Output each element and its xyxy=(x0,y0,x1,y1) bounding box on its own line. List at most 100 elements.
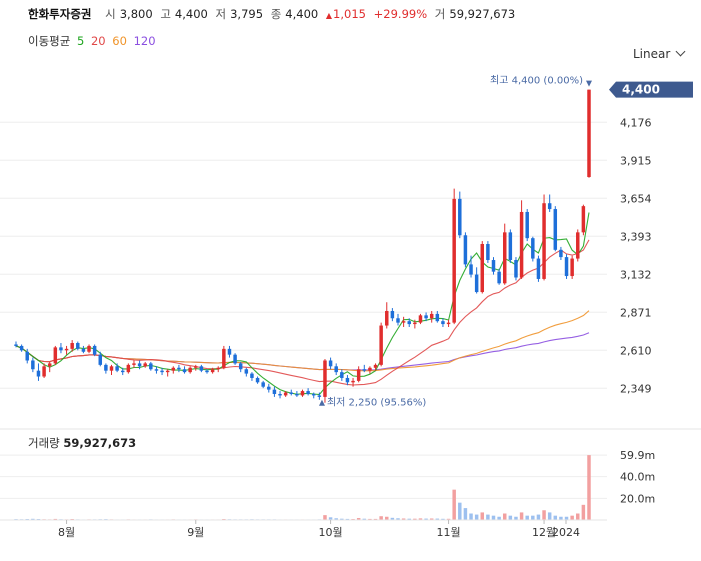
candle xyxy=(407,318,411,327)
candle xyxy=(340,369,344,381)
candle-body xyxy=(53,347,58,364)
candle xyxy=(306,388,310,396)
candle-body xyxy=(536,258,541,279)
candle-body xyxy=(345,377,350,383)
candle xyxy=(328,357,333,370)
candle-body xyxy=(267,386,271,390)
candle xyxy=(480,241,485,294)
x-tick-label: 11월 xyxy=(436,526,460,539)
volume-bar xyxy=(390,517,395,520)
candle-body xyxy=(323,360,327,397)
volume-value: 59,927,673 xyxy=(449,7,516,21)
volume-bar xyxy=(323,515,327,520)
candle xyxy=(368,366,372,374)
candle xyxy=(59,343,63,354)
candle xyxy=(255,376,260,384)
candle-body xyxy=(356,369,361,381)
candle-body xyxy=(317,395,322,397)
candle-body xyxy=(289,392,294,394)
candle xyxy=(132,360,136,368)
candle xyxy=(42,363,46,378)
candle-body xyxy=(210,369,215,373)
candle xyxy=(160,367,164,376)
volume-bar xyxy=(519,512,524,520)
x-tick-label: 10월 xyxy=(319,526,343,539)
candle xyxy=(525,209,529,242)
candle xyxy=(300,389,305,397)
volume-bar xyxy=(486,514,490,520)
scale-select[interactable]: Linear xyxy=(633,46,686,61)
candle xyxy=(385,302,389,329)
volume-bar xyxy=(536,514,541,520)
candle-body xyxy=(418,315,423,323)
candle-body xyxy=(379,325,383,365)
volume-bar xyxy=(418,518,423,520)
candle-body xyxy=(547,203,552,210)
candle-body xyxy=(238,363,243,370)
volume-bar xyxy=(334,518,338,520)
volume-bar xyxy=(570,515,574,520)
candle xyxy=(104,363,108,374)
candle-body xyxy=(126,364,131,373)
volume-tick-label: 40.0m xyxy=(620,471,655,484)
candle xyxy=(171,366,176,374)
candle xyxy=(452,188,456,325)
high-value: 4,400 xyxy=(174,7,208,21)
candle-body xyxy=(14,344,18,346)
candle-body xyxy=(70,343,74,349)
high-label: 고 xyxy=(160,7,171,21)
change-arrow-icon: ▲ xyxy=(325,11,333,20)
candle-body xyxy=(587,89,591,178)
candle xyxy=(362,364,367,373)
candle-body xyxy=(188,367,192,373)
volume-bar xyxy=(508,515,513,520)
volume-bar xyxy=(525,515,529,520)
volume-bar xyxy=(368,518,372,520)
candle-body xyxy=(570,258,574,277)
candle xyxy=(177,364,181,373)
volume-bar xyxy=(328,517,333,520)
current-price-label: 4,400 xyxy=(622,83,660,97)
candle xyxy=(514,257,518,281)
candle-body xyxy=(194,366,198,368)
volume-bar xyxy=(373,518,378,520)
candle xyxy=(474,267,479,294)
candle xyxy=(547,194,552,212)
y-tick-label: 2,349 xyxy=(620,382,652,395)
candle-body xyxy=(519,211,524,278)
candle xyxy=(233,353,237,365)
candle-body xyxy=(165,370,170,373)
volume-bar xyxy=(531,515,535,520)
candle xyxy=(109,364,114,376)
open-value: 3,800 xyxy=(119,7,153,21)
volume-bar xyxy=(452,489,456,520)
candle-body xyxy=(508,232,513,261)
candle xyxy=(317,392,322,400)
candle-body xyxy=(424,315,428,319)
volume-bar xyxy=(396,518,400,520)
candle xyxy=(70,340,74,352)
candle-body xyxy=(413,322,417,325)
candle-body xyxy=(553,209,558,250)
candle xyxy=(502,223,507,285)
candle-body xyxy=(160,370,164,373)
candle xyxy=(199,364,204,373)
volume-tick-label: 20.0m xyxy=(620,492,655,505)
candle-body xyxy=(306,391,310,394)
candle xyxy=(334,363,338,376)
y-tick-label: 3,132 xyxy=(620,268,652,281)
candle xyxy=(182,366,187,374)
candle xyxy=(564,254,569,279)
candle xyxy=(216,366,220,373)
candle xyxy=(98,351,103,367)
volume-bar xyxy=(31,518,35,520)
candle xyxy=(154,366,159,374)
ma-20-label: 20 xyxy=(90,34,106,48)
candle xyxy=(570,255,574,279)
candle xyxy=(14,341,18,348)
moving-average-legend[interactable]: 이동평균 5 20 60 120 xyxy=(28,33,159,49)
volume-title-value: 59,927,673 xyxy=(63,436,136,450)
candle-body xyxy=(115,366,119,371)
candle-body xyxy=(272,389,277,394)
